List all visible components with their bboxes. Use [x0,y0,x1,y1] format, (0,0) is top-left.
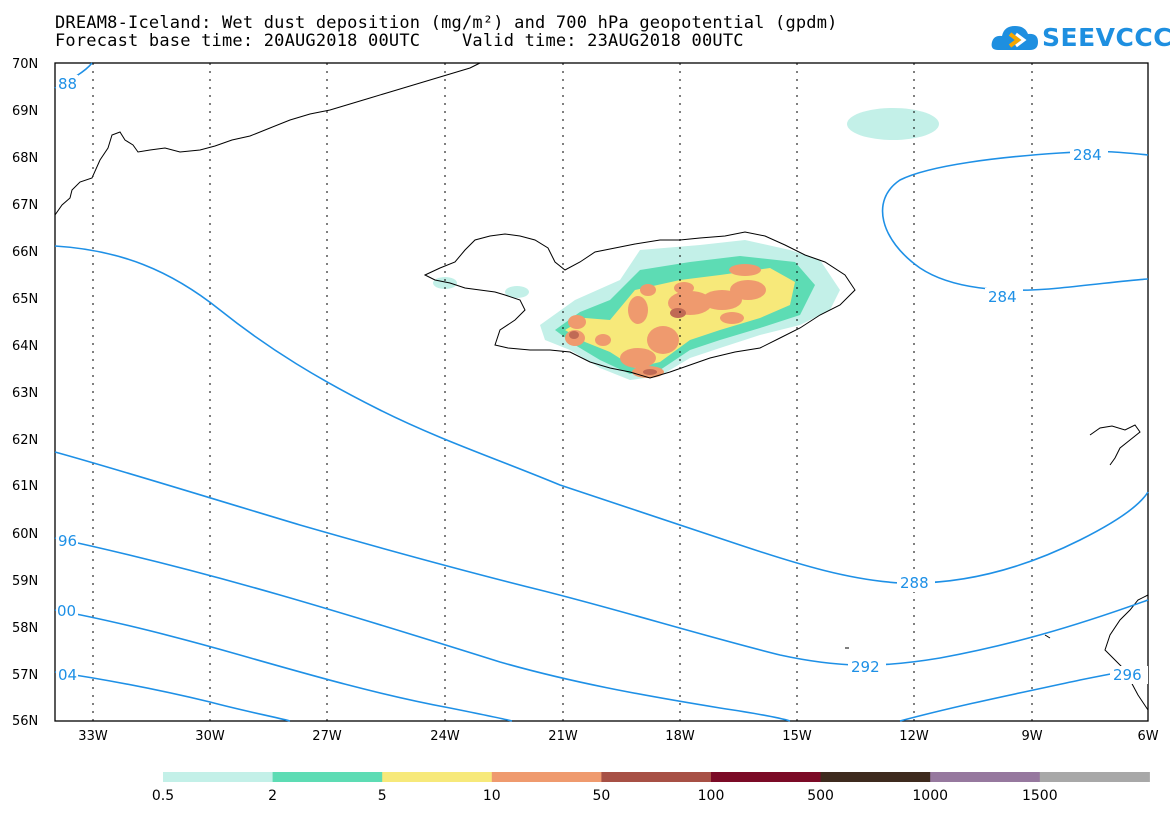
legend-swatch [820,772,931,782]
legend-threshold-label: 50 [592,788,610,804]
lat-label: 56N [12,714,38,729]
dust-patch-westfjord [505,286,529,298]
lat-label: 58N [12,621,38,636]
map-title: DREAM8-Iceland: Wet dust deposition (mg/… [55,13,838,33]
legend-threshold-label: 2 [268,788,277,804]
scotland-coast [1104,594,1149,711]
legend-threshold-label: 500 [807,788,834,804]
contour-label-288: 288 [900,574,929,592]
legend-threshold-label: 0.5 [152,788,174,804]
legend-threshold-label: 5 [378,788,387,804]
contour-label-284-b: 284 [988,288,1017,306]
longitude-labels: 33W 30W 27W 24W 21W 18W 15W 12W 9W 6W [78,729,1158,744]
dust-patch-west [433,277,457,289]
legend-swatch [272,772,383,782]
iceland-coast [423,231,856,379]
dust-patch-north [847,108,939,140]
contour-label-296-east: 296 [1113,666,1142,684]
legend-threshold-label: 10 [483,788,501,804]
dust-deposition-field [433,108,939,380]
lat-label: 59N [12,574,38,589]
coastlines [54,62,1149,711]
dust-orange-region [565,264,766,378]
cloud-icon [991,26,1038,50]
legend-swatch [163,772,274,782]
faroe-coast [1089,424,1141,466]
lat-label: 69N [12,104,38,119]
legend-swatch [1039,772,1150,782]
contour-label-292: 292 [851,658,880,676]
contour-label-edge-96: 96 [58,532,77,550]
lon-label: 24W [430,729,460,744]
lon-label: 9W [1021,729,1042,744]
color-legend: 0.5 2 5 10 50 100 500 1000 1500 [152,772,1150,804]
contour-300 [54,609,513,722]
geopotential-contours [54,62,1149,722]
lat-label: 68N [12,151,38,166]
lat-label: 63N [12,386,38,401]
lon-label: 30W [195,729,225,744]
legend-threshold-label: 1500 [1022,788,1058,804]
lon-label: 12W [899,729,929,744]
legend-swatch [491,772,602,782]
lat-label: 64N [12,339,38,354]
contour-label-edge-00: 00 [57,602,76,620]
island-dot [1044,634,1051,639]
contour-labels: 284 284 288 292 88 96 00 04 296 [56,75,1148,684]
lat-label: 67N [12,198,38,213]
lon-label: 33W [78,729,108,744]
contour-label-edge-88: 88 [58,75,77,93]
lon-label: 21W [548,729,578,744]
lat-label: 66N [12,245,38,260]
legend-swatch [382,772,493,782]
legend-threshold-label: 1000 [912,788,948,804]
lat-label: 60N [12,527,38,542]
map-subtitle: Forecast base time: 20AUG2018 00UTC Vali… [55,31,744,51]
lon-label: 18W [665,729,695,744]
contour-288 [54,245,1149,584]
lon-label: 6W [1137,729,1158,744]
contour-label-284-a: 284 [1073,146,1102,164]
contour-296 [54,537,791,722]
legend-swatch [930,772,1041,782]
lat-label: 61N [12,479,38,494]
seevccc-logo: SEEVCCC [990,20,1173,56]
lat-label: 70N [12,57,38,72]
contour-284 [881,150,1149,292]
logo-text: SEEVCCC [1042,23,1173,52]
contour-304 [54,671,291,722]
lat-label: 62N [12,433,38,448]
lat-label: 65N [12,292,38,307]
legend-swatch [601,772,712,782]
contour-292 [54,451,1149,666]
lon-label: 27W [312,729,342,744]
map-frame [54,62,1149,722]
legend-threshold-label: 100 [698,788,725,804]
legend-swatch [711,772,822,782]
dust-red-region [569,308,686,375]
lon-label: 15W [782,729,812,744]
latitude-labels: 70N 69N 68N 67N 66N 65N 64N 63N 62N 61N … [12,57,38,729]
contour-label-edge-04: 04 [58,666,77,684]
graticule [92,63,1033,721]
lat-label: 57N [12,668,38,683]
greenland-coast [54,62,481,216]
